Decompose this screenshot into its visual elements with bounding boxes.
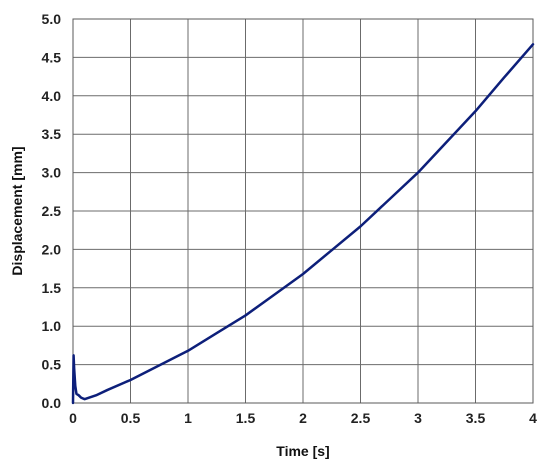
x-axis-tick-labels: 0 0.5 1 1.5 2 2.5 3 3.5 4 bbox=[69, 410, 537, 426]
y-axis-title: Displacement [mm] bbox=[9, 146, 25, 275]
x-tick-label: 1 bbox=[184, 410, 192, 426]
y-tick-label: 0.5 bbox=[42, 357, 62, 373]
x-tick-label: 0.5 bbox=[121, 410, 141, 426]
plot-area-border bbox=[72, 18, 534, 404]
series-line bbox=[71, 43, 535, 405]
y-tick-label: 2.0 bbox=[42, 241, 62, 257]
y-axis-tick-labels: 0.0 0.5 1.0 1.5 2.0 2.5 3.0 3.5 4.0 4.5 5.0 bbox=[42, 11, 62, 411]
x-tick-label: 2.5 bbox=[351, 410, 371, 426]
y-tick-label: 3.0 bbox=[42, 165, 62, 181]
x-tick-label: 3.5 bbox=[466, 410, 486, 426]
y-tick-label: 4.5 bbox=[42, 49, 62, 65]
y-tick-label: 2.5 bbox=[42, 203, 62, 219]
y-tick-label: 3.5 bbox=[42, 126, 62, 142]
x-tick-label: 0 bbox=[69, 410, 77, 426]
y-tick-label: 1.5 bbox=[42, 280, 62, 296]
x-tick-label: 4 bbox=[529, 410, 537, 426]
grid bbox=[72, 18, 534, 404]
x-axis-title: Time [s] bbox=[276, 443, 329, 459]
x-tick-label: 3 bbox=[414, 410, 422, 426]
y-tick-label: 5.0 bbox=[42, 11, 62, 27]
y-tick-label: 0.0 bbox=[42, 395, 62, 411]
x-tick-label: 1.5 bbox=[236, 410, 256, 426]
x-tick-label: 2 bbox=[299, 410, 307, 426]
y-tick-label: 4.0 bbox=[42, 88, 62, 104]
y-tick-label: 1.0 bbox=[42, 318, 62, 334]
